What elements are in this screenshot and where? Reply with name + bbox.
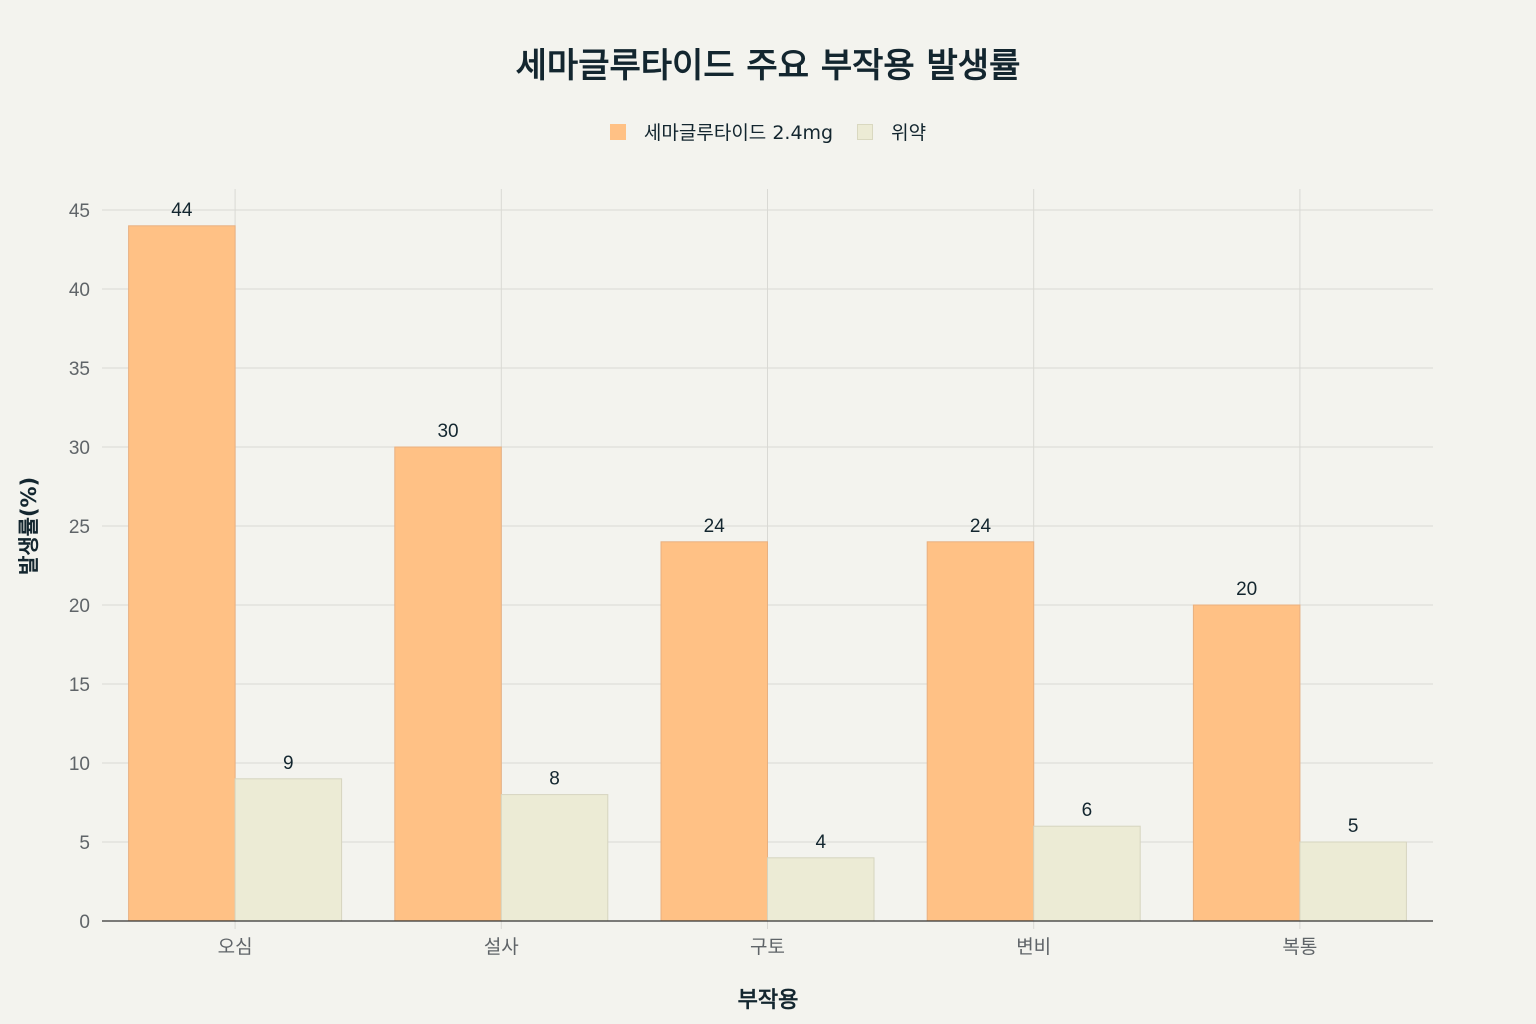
- bar-semaglutide-복통[interactable]: [1192, 604, 1301, 922]
- x-axis-title: 부작용: [737, 988, 799, 1013]
- data-label: 20: [1236, 579, 1257, 600]
- legend-label-semaglutide: 세마글루타이드 2.4mg: [643, 122, 834, 144]
- data-label: 30: [437, 421, 458, 442]
- data-label: 5: [1348, 816, 1359, 837]
- bar-placebo-구토[interactable]: [767, 857, 875, 922]
- y-tick-label: 5: [79, 833, 90, 854]
- data-label: 24: [970, 516, 992, 537]
- y-tick-label: 0: [79, 912, 90, 933]
- x-tick-label: 설사: [484, 936, 519, 958]
- data-label: 44: [171, 200, 193, 221]
- legend-item-semaglutide[interactable]: 세마글루타이드 2.4mg: [609, 118, 834, 145]
- data-label: 24: [704, 516, 726, 537]
- data-label: 6: [1082, 800, 1093, 821]
- y-tick-label: 30: [69, 438, 90, 459]
- legend-swatch-semaglutide: [609, 123, 626, 140]
- x-tick-label: 복통: [1282, 936, 1317, 958]
- bar-semaglutide-변비[interactable]: [926, 541, 1035, 922]
- y-tick-label: 15: [69, 675, 90, 696]
- legend: 세마글루타이드 2.4mg 위약: [0, 118, 1536, 145]
- y-tick-label: 20: [69, 596, 90, 617]
- bar-placebo-설사[interactable]: [500, 794, 609, 922]
- y-tick-label: 25: [69, 517, 90, 538]
- data-label: 4: [815, 832, 826, 853]
- y-tick-label: 10: [69, 754, 90, 775]
- chart-title: 세마글루타이드 주요 부작용 발생률: [515, 46, 1021, 86]
- bar-semaglutide-구토[interactable]: [660, 541, 768, 922]
- x-tick-label: 변비: [1016, 936, 1051, 958]
- bar-semaglutide-오심[interactable]: [128, 225, 236, 922]
- y-tick-label: 35: [69, 359, 90, 380]
- bar-semaglutide-설사[interactable]: [394, 446, 502, 922]
- x-tick-label: 오심: [218, 936, 253, 958]
- y-tick-label: 45: [69, 201, 90, 222]
- bar-placebo-변비[interactable]: [1033, 825, 1141, 922]
- bar-placebo-오심[interactable]: [234, 778, 343, 922]
- data-label: 8: [549, 769, 560, 790]
- x-tick-label: 구토: [750, 936, 785, 958]
- legend-item-placebo[interactable]: 위약: [857, 118, 926, 145]
- legend-label-placebo: 위약: [891, 122, 927, 144]
- legend-swatch-placebo: [857, 123, 874, 140]
- bar-placebo-복통[interactable]: [1299, 841, 1407, 922]
- data-label: 9: [283, 753, 294, 774]
- y-tick-label: 40: [69, 280, 90, 301]
